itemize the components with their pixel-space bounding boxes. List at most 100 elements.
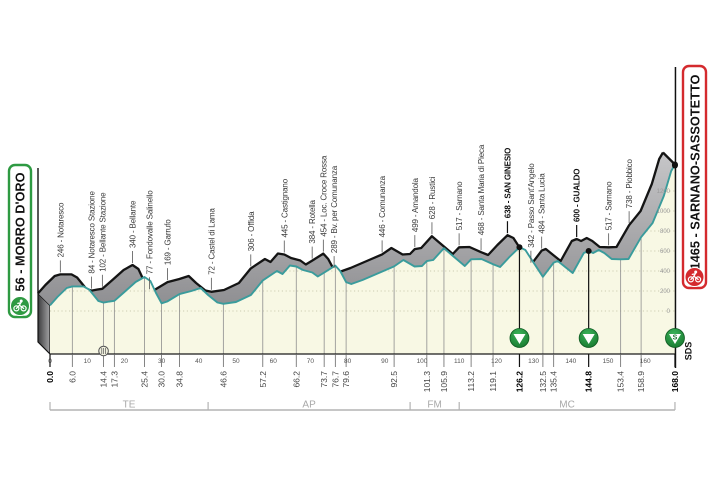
x-axis-tick-label: 160 [640,358,651,365]
x-axis-tick-label: 50 [232,358,240,365]
profile-front-line [49,164,676,307]
y-axis-tick-label: 400 [660,269,671,275]
finish-badge: 1465 - SARNANO-SASSOTETTO [681,64,708,290]
x-axis-tick-label: 90 [381,358,389,365]
profile-front-face [50,164,675,354]
x-axis-tick-label: 150 [603,358,614,365]
x-axis-tick-label: 110 [454,358,465,365]
km-label: 144.8 [584,371,594,393]
km-label: 46.6 [218,371,228,388]
x-axis-tick-label: 10 [84,358,92,365]
waypoint-label: 384 - Rotella [308,199,317,243]
climb-point-dot [516,244,523,251]
bike-icon [10,296,30,316]
province-bar: TE AP FM MC [49,400,676,411]
x-axis-tick-label: 100 [417,358,428,365]
waypoint-label: 628 - Rustici [428,176,437,219]
x-axis-tick-label: 140 [565,358,576,365]
waypoint-label: 77 - Fondovalle Salinello [146,190,155,275]
bike-wheel [13,305,20,312]
climb-finish-icon: S [665,328,685,348]
triangle-down-icon [582,334,595,344]
km-label: 79.6 [341,371,351,388]
km-label: 168.0 [670,371,680,393]
km-label: 113.2 [466,371,476,392]
km-label: 73.7 [319,371,329,388]
waypoint-label: 517 - Sarnano [455,181,464,230]
finish-badge-frame [681,64,708,290]
waypoint-label: 484 - Santa Lucia [538,173,547,234]
x-axis-tick-label: 40 [195,358,203,365]
bike-frame [690,272,699,281]
km-label: 135.4 [549,371,559,393]
waypoint-label: 340 - Bellante [128,200,137,248]
climb-triangle-icon [578,328,599,348]
x-axis-tick-label: 80 [344,358,352,365]
km-label: 101.3 [422,371,432,393]
km-label: 126.2 [514,371,524,393]
finish-label: 1465 - SARNANO-SASSOTETTO [689,74,703,269]
waypoint-label: 499 - Amandola [411,177,420,232]
waypoint-label: 342 - Passo Sant'Angelo [527,163,536,248]
credit-logo: SDS [684,342,694,361]
waypoint-label: 454 - Loc. Croce Rossa [319,155,328,236]
waypoint-label: 446 - Comunanza [378,175,387,237]
waypoint-label: 289 - Bv. per Comunanza [330,165,339,253]
km-label: 34.8 [174,371,184,388]
y-axis-tick-label: 600 [660,249,671,255]
bike-wheel [687,276,695,283]
start-badge: 56 - MORRO D'ORO [7,163,33,319]
waypoint-label: 638 - SAN GINESIO [503,148,512,218]
waypoint-label: 306 - Offida [247,211,256,252]
km-label: 158.9 [636,371,646,393]
bike-frame [15,301,25,310]
km-label: 30.0 [157,371,167,388]
province-label: MC [559,400,575,411]
finish-point-dot [671,162,678,169]
km-label: 14.4 [99,371,109,388]
waypoint-label: 84 - Notaresco Stazione [88,191,97,274]
y-axis-tick-label: 0 [667,309,671,315]
waypoint-label: 102 - Bellante Stazione [98,192,107,272]
km-label: 119.1 [488,371,498,392]
x-axis-tick-label: 70 [307,358,315,365]
waypoint-label: 517 - Sarnano [605,181,614,230]
start-label: 56 - MORRO D'ORO [14,172,28,291]
x-axis-tick-label: 20 [121,358,129,365]
km-label: 105.9 [439,371,449,393]
km-label: 25.4 [139,371,149,388]
km-label: 92.5 [389,371,399,388]
y-axis-tick-label: 1200 [657,189,671,195]
waypoint-label: 445 - Castignano [280,178,289,237]
rider-head [694,270,698,274]
rider-head [19,299,23,303]
y-axis-tick-label: 1000 [657,209,671,215]
waypoint-label: 169 - Garrufo [163,219,172,265]
start-badge-frame [7,163,33,319]
bike-wheel [694,276,702,283]
x-axis-tick-label: 120 [491,358,502,365]
marker-glyph: S [673,335,678,342]
profile-top-band [38,152,675,306]
bike-icon [684,267,705,287]
x-axis-tick-label: 60 [270,358,278,365]
km-label: 17.3 [109,371,119,388]
km-label: 57.2 [258,371,268,388]
x-axis-tick-label: 130 [528,358,539,365]
km-label: 76.7 [330,371,340,388]
waypoint-label: 468 - Santa Maria di Pieca [477,144,486,235]
km-label: 153.4 [616,371,626,393]
province-label: FM [427,400,441,411]
triangle-down-icon [513,334,526,344]
triangle-down-icon [669,334,681,344]
waypoint-label: 600 - GUALDO [573,169,582,222]
km-label: 0.0 [45,371,55,383]
y-axis-tick-label: 200 [660,289,671,295]
waypoint-label: 738 - Piobbico [625,158,634,208]
elevation-profile: 0 200 400 600 800 1000 1200 246 - Notaresco 84 -… [37,67,685,411]
y-axis-tick-label: 800 [660,229,671,235]
bike-wheel [20,305,27,312]
province-label: AP [302,400,316,411]
intermediate-sprint-icon [98,345,109,357]
